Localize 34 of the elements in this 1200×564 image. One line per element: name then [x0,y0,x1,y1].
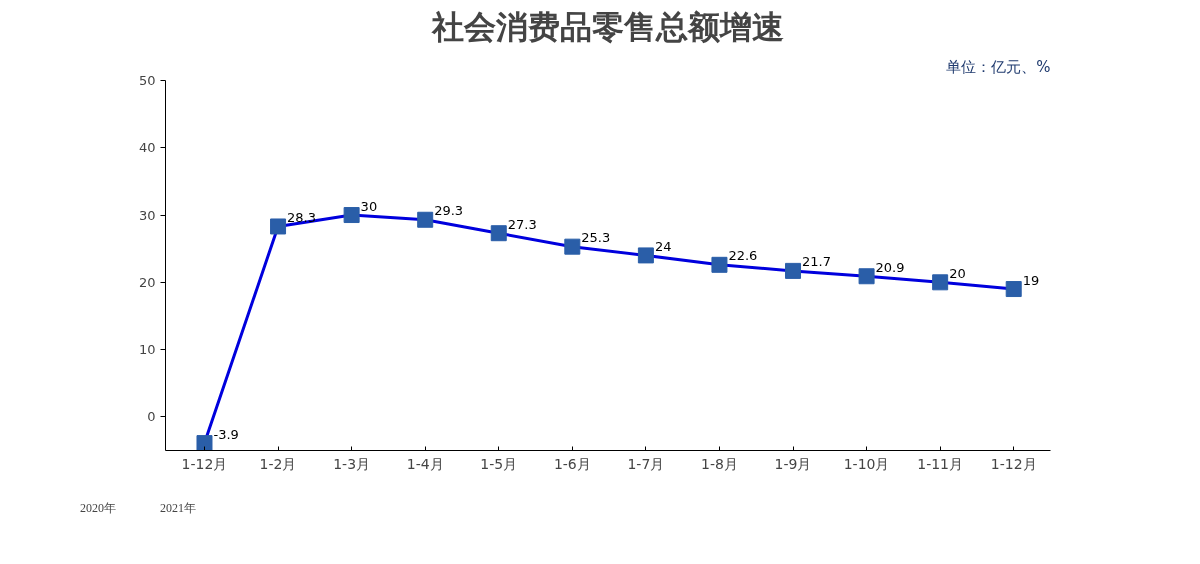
y-tick-label: 20 [138,274,156,290]
y-tick-label: 50 [138,73,156,88]
text: 单位：亿元、% [946,57,1051,76]
text: 2021年 [160,500,196,517]
x-tick-label: 1-4月 [406,455,444,472]
y-tick-label: 30 [138,207,156,223]
x-tick-label: 1-9月 [774,455,812,472]
x-tick-label: 1-11月 [917,455,964,472]
data-label: 21.7 [802,254,831,270]
data-label: 30 [360,198,378,214]
data-label: 20 [949,265,966,281]
x-tick-label: 1-8月 [701,455,738,472]
chart-title: 社会消费品零售总额增速 [431,7,784,46]
y-tick-label: 0 [147,409,156,425]
x-tick-label: 1-12月 [990,455,1037,472]
x-tick-label: 1-2月 [259,455,297,472]
x-tick-label: 1-10月 [843,455,890,472]
data-label: 28.3 [287,209,317,225]
data-label: 25.3 [581,230,611,246]
y-tick-label: 10 [138,342,156,358]
data-label: 27.3 [507,216,537,232]
y-tick-label: 40 [138,140,156,156]
x-tick-label: 1-3月 [333,455,371,472]
data-label: 29.3 [434,203,464,219]
data-label: 19 [1022,272,1040,288]
data-label: 24 [654,238,672,254]
x-tick-label: 1-12月 [181,455,228,472]
x-tick-label: 1-7月 [627,455,665,472]
data-label: 20.9 [875,259,905,275]
x-tick-label: 1-6月 [553,455,591,472]
data-label: 22.6 [728,248,758,264]
x-tick-label: 1-5月 [480,455,518,472]
text: 2020年 [80,500,116,517]
data-label: -3.9 [213,426,239,442]
